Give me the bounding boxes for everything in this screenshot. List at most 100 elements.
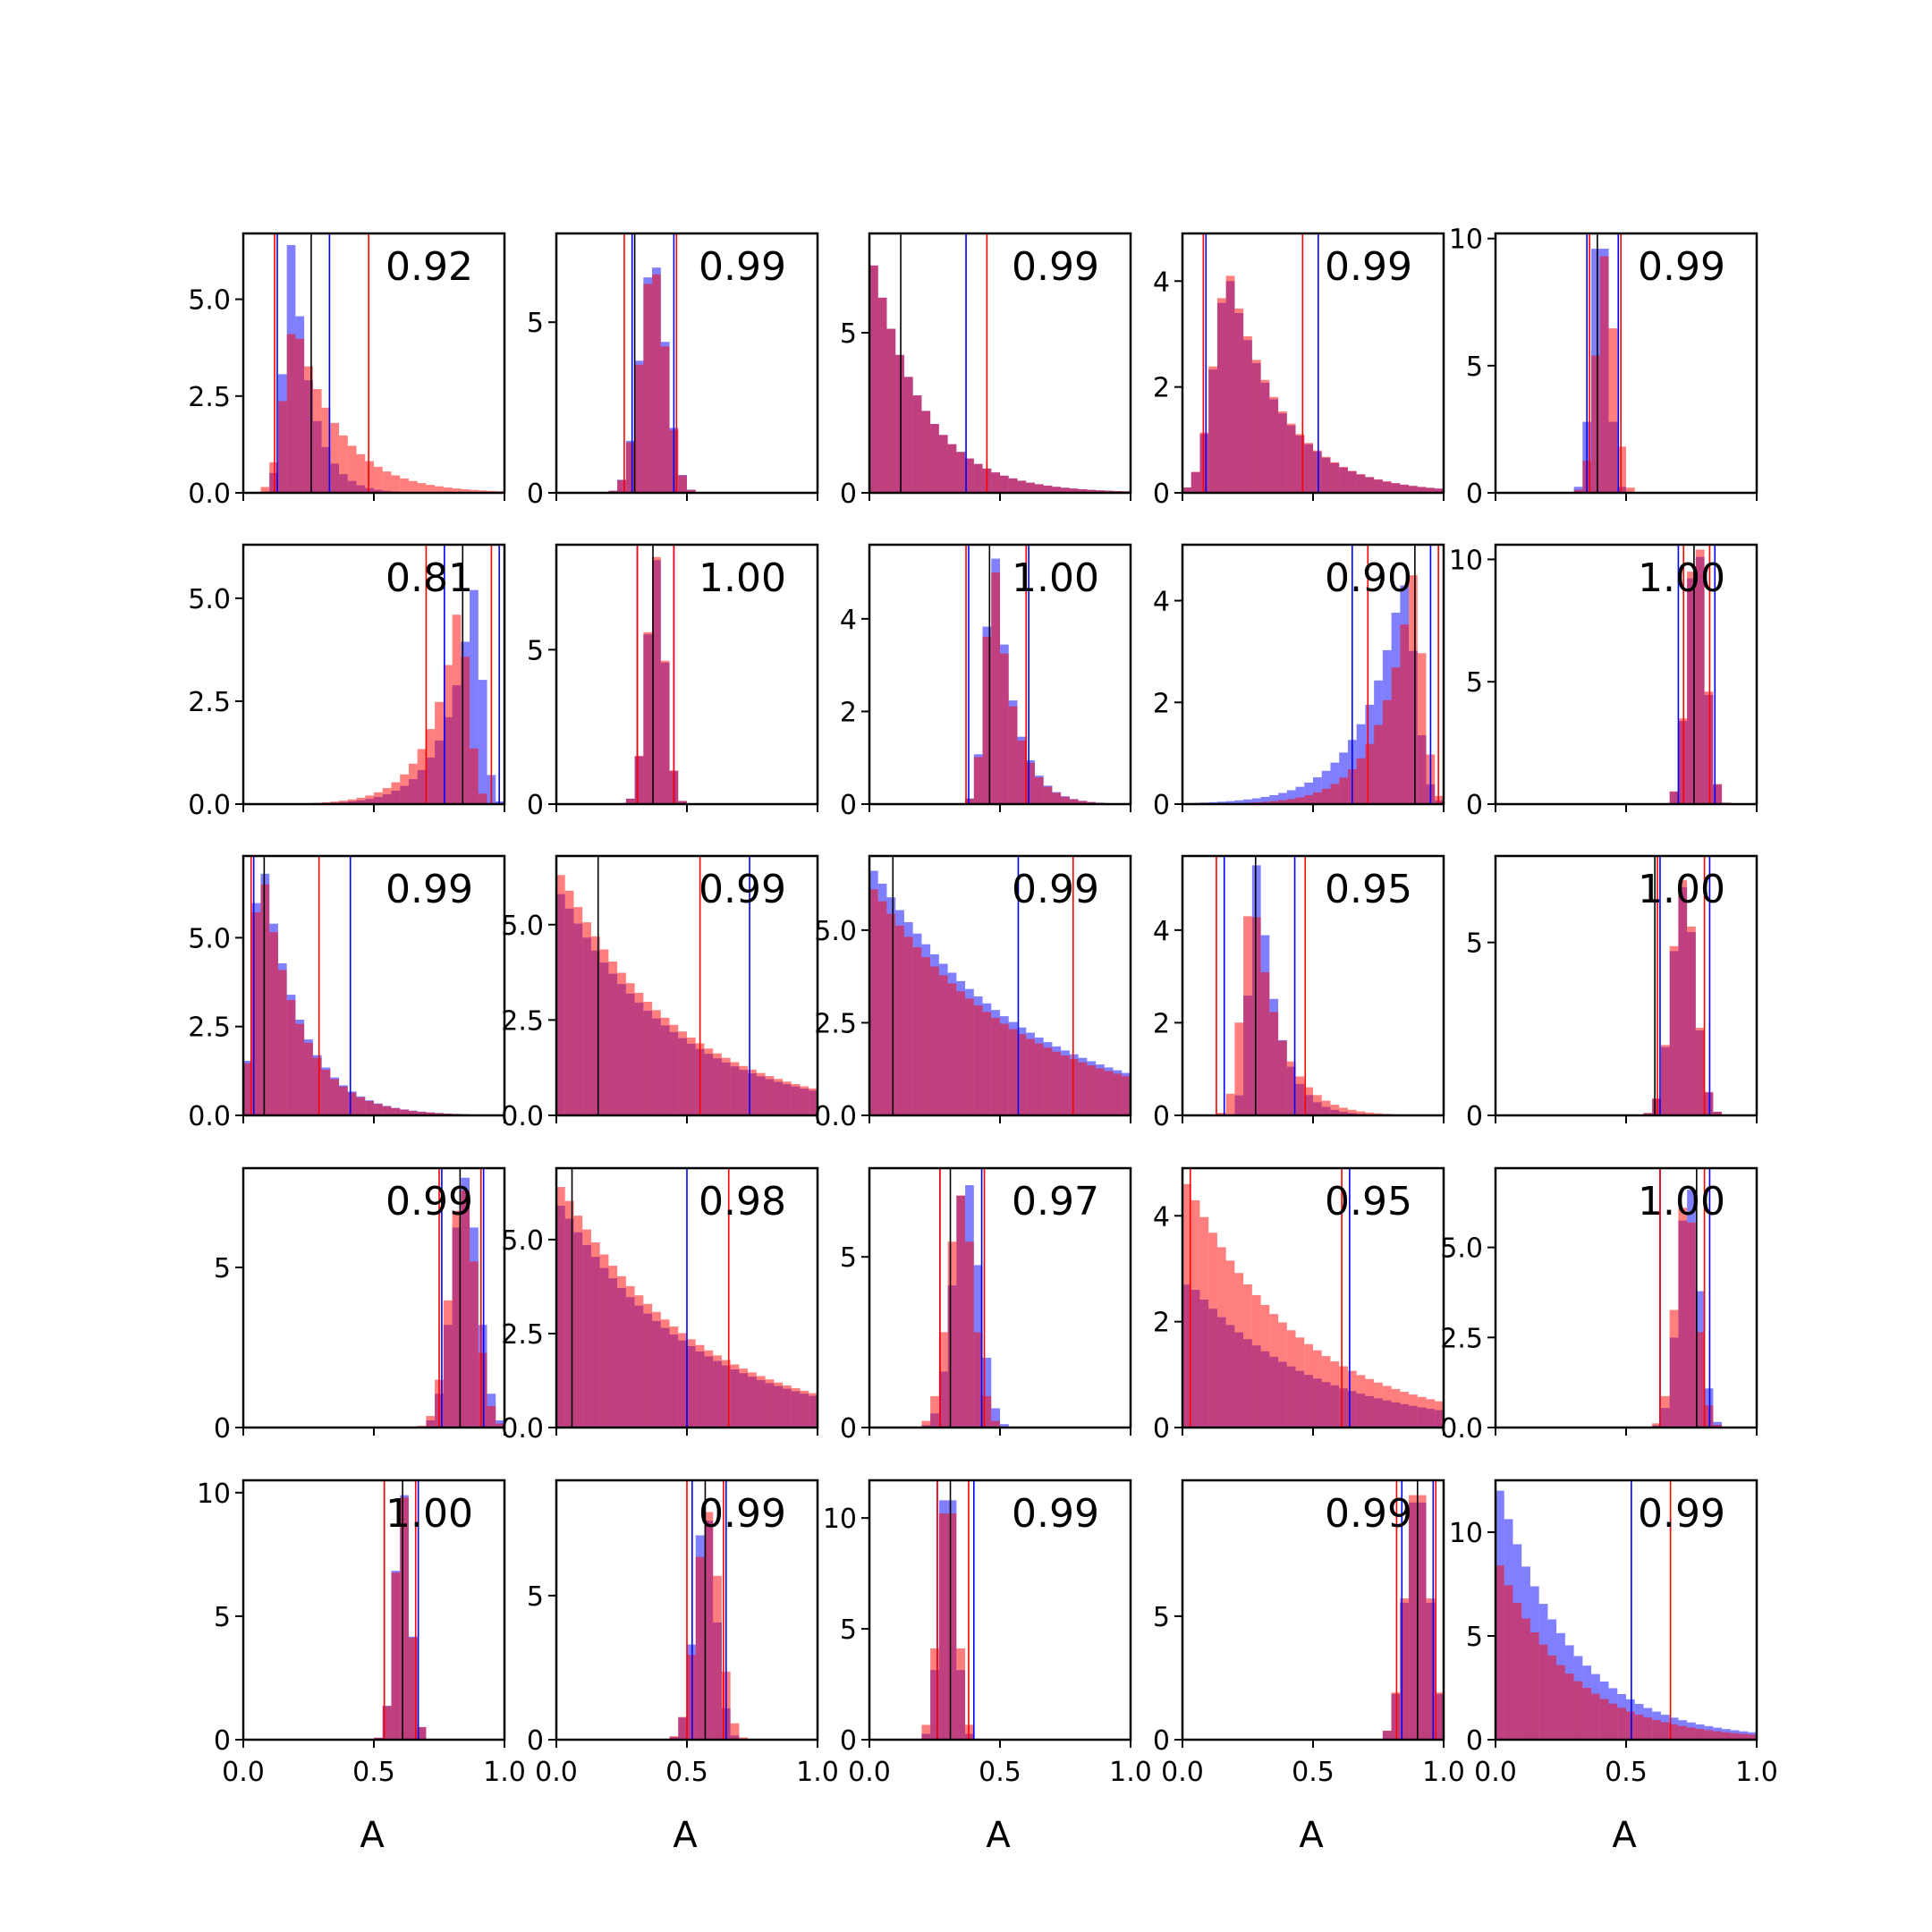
red-hist-bar (330, 801, 340, 804)
red-hist-bar (1374, 1382, 1383, 1428)
red-hist-bar (1713, 1111, 1723, 1115)
red-hist-bar (365, 461, 374, 493)
red-hist-bar (1626, 487, 1635, 493)
red-hist-bar (1043, 786, 1053, 804)
y-tick-label: 2.5 (814, 1008, 857, 1039)
red-hist-bar (435, 486, 444, 493)
red-hist-bar (1269, 1012, 1279, 1115)
y-tick-label: 0 (1466, 479, 1483, 510)
red-hist-bar (1096, 1068, 1105, 1115)
y-tick-label: 10 (1449, 225, 1483, 256)
x-tick-label: 0.0 (1161, 1757, 1204, 1788)
red-hist-bar (295, 338, 305, 493)
red-hist-bar (704, 1350, 714, 1428)
red-hist-bar (400, 1497, 409, 1740)
red-hist-bar (965, 799, 974, 804)
red-hist-bar (869, 889, 878, 1115)
x-axis-title: A (986, 1815, 1011, 1856)
red-hist-bar (1704, 691, 1714, 804)
red-hist-bar (783, 1081, 792, 1115)
y-tick-label: 5.0 (814, 916, 857, 947)
red-hist-bar (590, 1242, 600, 1428)
y-tick-label: 5 (1153, 1602, 1170, 1633)
red-hist-bar (1722, 1732, 1731, 1740)
red-hist-bar (1713, 1425, 1723, 1428)
red-hist-bar (634, 1295, 644, 1428)
red-hist-bar (1182, 487, 1191, 493)
red-hist-bar (1208, 366, 1217, 493)
red-hist-bar (1513, 1603, 1522, 1740)
red-hist-bar (965, 998, 974, 1115)
y-tick-label: 4 (1153, 1201, 1170, 1233)
red-hist-bar (660, 1017, 670, 1115)
red-hist-bar (1330, 1361, 1340, 1428)
red-hist-bar (1052, 1051, 1062, 1115)
y-tick-label: 0 (1466, 1725, 1483, 1757)
red-hist-bar (312, 1057, 322, 1115)
red-hist-bar (617, 972, 626, 1115)
red-hist-bar (739, 1368, 749, 1428)
red-hist-bar (1365, 1378, 1375, 1428)
red-hist-bar (1660, 1395, 1670, 1428)
red-hist-bar (965, 1724, 974, 1740)
y-tick-label: 0 (527, 1725, 544, 1757)
red-hist-bar (564, 890, 574, 1115)
red-hist-bar (1695, 1332, 1705, 1428)
red-hist-bar (1096, 490, 1105, 493)
red-hist-bar (1321, 1356, 1331, 1428)
red-hist-bar (452, 488, 462, 493)
red-hist-bar (687, 1655, 696, 1740)
panel-r0-c1: 050.99 (527, 232, 819, 510)
red-hist-bar (339, 435, 348, 493)
y-tick-label: 0.0 (814, 1101, 857, 1132)
red-hist-bar (678, 475, 687, 493)
red-hist-bar (391, 475, 401, 493)
red-hist-bar (973, 463, 983, 493)
panel-value-label: 0.98 (699, 1179, 786, 1224)
red-hist-bar (1278, 800, 1287, 804)
red-hist-bar (1295, 797, 1305, 804)
red-hist-bar (1191, 1199, 1200, 1428)
red-hist-bar (1435, 1692, 1444, 1740)
red-hist-bar (1313, 1350, 1322, 1428)
red-hist-bar (1260, 1304, 1270, 1428)
panel-value-label: 0.95 (1325, 867, 1412, 912)
blue-hist-bar (1313, 777, 1322, 804)
red-hist-bar (1652, 1423, 1661, 1428)
red-hist-bar (634, 364, 644, 493)
red-hist-bar (1382, 1385, 1392, 1428)
red-hist-bar (1400, 484, 1410, 493)
red-hist-bar (1695, 1729, 1705, 1740)
red-hist-bar (461, 1191, 470, 1428)
panel-value-label: 0.99 (1325, 244, 1412, 290)
red-hist-bar (1435, 488, 1444, 493)
red-hist-bar (1000, 1023, 1009, 1115)
red-hist-bar (573, 1216, 583, 1428)
red-hist-bar (599, 1254, 609, 1428)
panel-value-label: 1.00 (699, 555, 786, 601)
y-tick-label: 10 (197, 1479, 231, 1510)
red-hist-bar (1026, 762, 1035, 804)
red-hist-bar (1000, 653, 1009, 804)
red-hist-bar (304, 366, 313, 493)
panel-value-label: 0.92 (386, 244, 473, 290)
red-hist-bar (1234, 1022, 1244, 1115)
red-hist-bar (590, 936, 600, 1115)
red-hist-bar (1617, 1707, 1626, 1740)
y-tick-label: 5.0 (188, 923, 231, 954)
red-hist-bar (1669, 945, 1679, 1115)
red-hist-bar (1321, 1100, 1331, 1115)
red-hist-bar (1243, 1284, 1252, 1428)
panel-value-label: 0.99 (386, 1179, 473, 1224)
x-tick-label: 0.5 (1292, 1757, 1335, 1788)
blue-hist-bar (1286, 790, 1296, 804)
y-tick-label: 4 (1153, 916, 1170, 947)
blue-hist-bar (1295, 786, 1305, 804)
panel-r3-c3: 0 2 4 0.95 (1153, 1166, 1445, 1445)
panel-r2-c1: 0.0 2.5 5.0 0.99 (501, 854, 819, 1132)
red-hist-bar (956, 991, 966, 1115)
red-hist-bar (452, 614, 462, 804)
red-hist-bar (1034, 1043, 1044, 1115)
red-hist-bar (1687, 572, 1696, 804)
